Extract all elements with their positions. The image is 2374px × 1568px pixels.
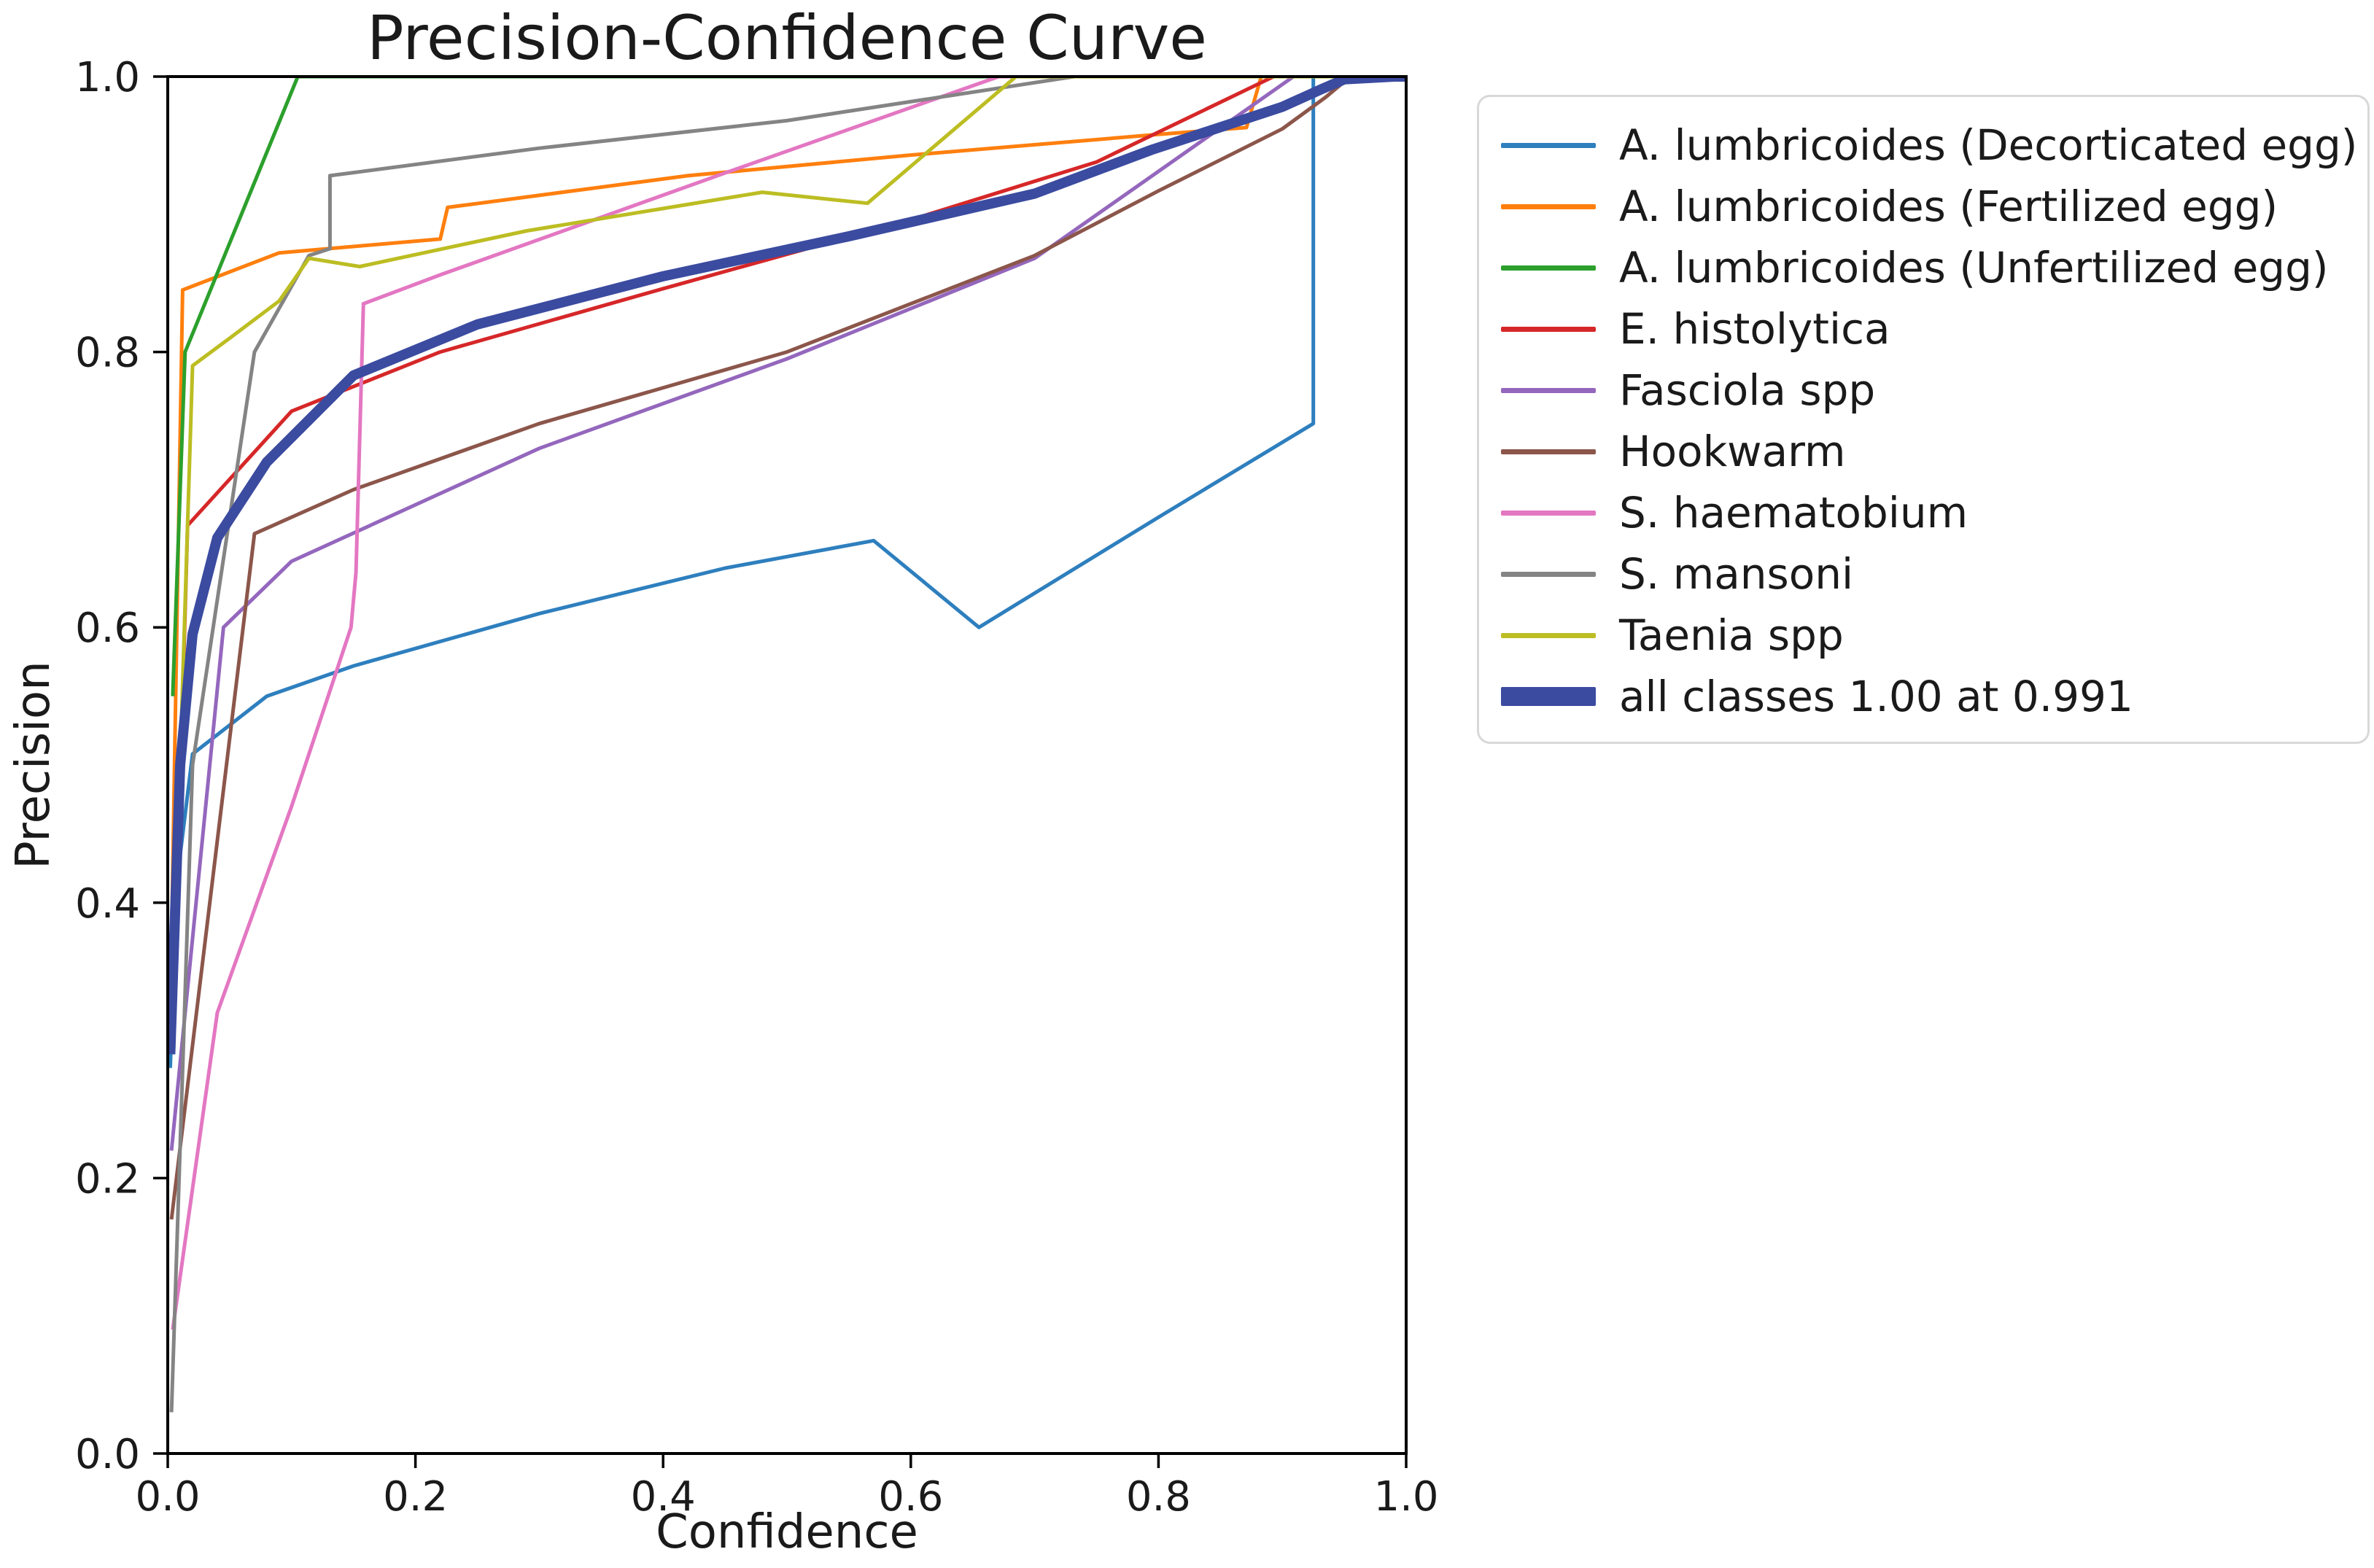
legend-item: A. lumbricoides (Decorticated egg) (1501, 115, 2357, 176)
legend-item: A. lumbricoides (Fertilized egg) (1501, 176, 2346, 237)
legend-item: A. lumbricoides (Unfertilized egg) (1501, 237, 2346, 298)
y-axis-title: Precision (7, 661, 61, 869)
legend-label: Fasciola spp (1619, 365, 1876, 415)
legend-swatch-5 (1501, 449, 1596, 454)
legend-item: S. mansoni (1501, 543, 2346, 605)
axis-ticks: 0.0 0.2 0.4 0.6 0.8 1.0 0.0 0.2 0.4 0.6 0.8 1.0 (75, 54, 1439, 1521)
legend-item: E. histolytica (1501, 298, 2346, 360)
x-tick-label: 0.8 (1126, 1473, 1191, 1521)
series-line-1 (169, 77, 1406, 944)
legend-item: Hookwarm (1501, 421, 2346, 482)
curves (168, 77, 1406, 1413)
legend-item: Fasciola spp (1501, 360, 2346, 421)
legend-swatch-1 (1501, 203, 1596, 209)
series-line-7 (169, 77, 1406, 1413)
plot-frame (166, 75, 1408, 1455)
legend-label: A. lumbricoides (Decorticated egg) (1619, 120, 2358, 170)
series-line-9 (168, 77, 1406, 1055)
y-tick-label: 0.8 (75, 330, 140, 377)
series-line-4 (169, 77, 1406, 1151)
legend-label: Hookwarm (1619, 427, 1846, 476)
series-line-6 (171, 77, 1406, 1330)
legend-swatch-3 (1501, 326, 1596, 332)
series-line-2 (171, 77, 1406, 696)
legend-label: A. lumbricoides (Fertilized egg) (1619, 182, 2278, 231)
x-tick-label: 0.4 (631, 1473, 696, 1521)
legend-swatch-7 (1501, 571, 1596, 577)
y-tick-label: 0.0 (75, 1431, 140, 1478)
x-tick-label: 0.2 (383, 1473, 448, 1521)
legend-label: Taenia spp (1619, 610, 1844, 660)
legend-item: Taenia spp (1501, 605, 2346, 666)
legend: A. lumbricoides (Decorticated egg) A. lum… (1477, 95, 2370, 744)
x-axis-title: Confidence (656, 1505, 918, 1559)
legend-label: all classes 1.00 at 0.991 (1619, 672, 2133, 721)
y-tick-label: 1.0 (75, 54, 140, 101)
legend-swatch-0 (1501, 142, 1596, 148)
legend-swatch-8 (1501, 632, 1596, 638)
legend-swatch-6 (1501, 510, 1596, 516)
legend-item: all classes 1.00 at 0.991 (1501, 666, 2346, 727)
series-line-3 (171, 77, 1406, 1041)
legend-label: A. lumbricoides (Unfertilized egg) (1619, 243, 2329, 292)
legend-swatch-2 (1501, 265, 1596, 271)
legend-label: E. histolytica (1619, 304, 1890, 354)
legend-label: S. haematobium (1619, 488, 1968, 537)
y-tick-label: 0.2 (75, 1155, 140, 1203)
legend-item: S. haematobium (1501, 482, 2346, 543)
legend-label: S. mansoni (1619, 549, 1854, 599)
series-line-5 (169, 77, 1406, 1220)
chart-title: Precision-Confidence Curve (367, 2, 1207, 74)
legend-swatch-4 (1501, 387, 1596, 393)
legend-swatch-9 (1501, 687, 1596, 706)
y-tick-label: 0.4 (75, 880, 140, 928)
y-tick-label: 0.6 (75, 605, 140, 652)
x-tick-label: 0.0 (135, 1473, 200, 1521)
x-tick-label: 1.0 (1373, 1473, 1438, 1521)
x-tick-label: 0.6 (878, 1473, 943, 1521)
series-line-8 (169, 77, 1406, 1041)
